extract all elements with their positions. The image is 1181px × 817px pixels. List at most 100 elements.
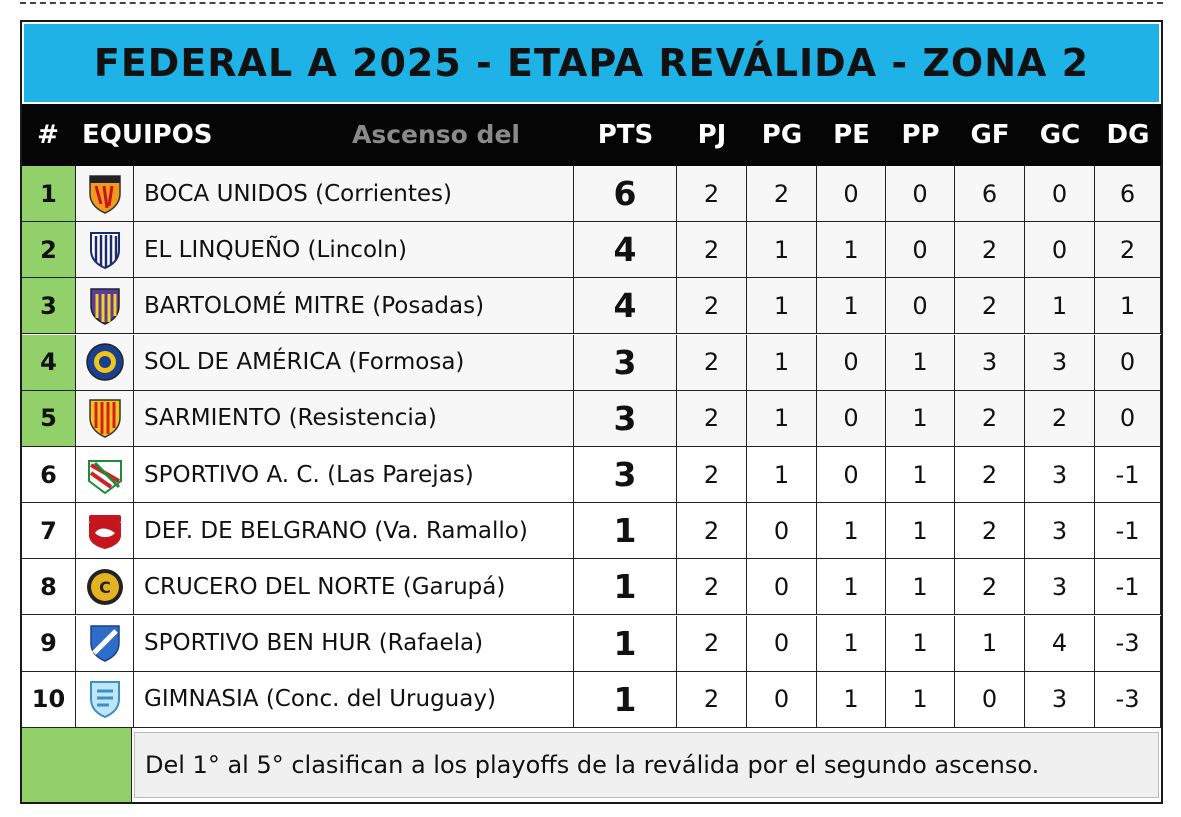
table-row: 1 BOCA UNIDOS (Corrientes) 6 2 2 0 0 6 0 6 — [22, 166, 1161, 222]
cell-pg: 0 — [747, 503, 817, 560]
table-row: 6 SPORTIVO A. C. (Las Parejas) 3 2 1 0 1 2 3 -1 — [22, 447, 1161, 503]
cell-pe: 1 — [817, 222, 886, 279]
top-border — [20, 0, 1163, 4]
cell-pos: 8 — [22, 559, 76, 616]
cell-pe: 1 — [817, 503, 886, 560]
cell-pp: 0 — [886, 278, 955, 335]
table-row: 7 DEF. DE BELGRANO (Va. Ramallo) 1 2 0 1 1 2 3 -1 — [22, 503, 1161, 560]
header-pts: PTS — [597, 120, 654, 150]
table-title: FEDERAL A 2025 - ETAPA REVÁLIDA - ZONA 2 — [24, 24, 1159, 102]
cell-dg: 0 — [1095, 334, 1161, 391]
standings-table: FEDERAL A 2025 - ETAPA REVÁLIDA - ZONA 2… — [20, 20, 1163, 804]
cell-pos: 1 — [22, 166, 76, 222]
legend-text: Del 1° al 5° clasifican a los playoffs d… — [134, 732, 1159, 798]
cell-pe: 1 — [817, 615, 886, 672]
cell-gc: 0 — [1025, 222, 1095, 279]
cell-team: SPORTIVO BEN HUR (Rafaela) — [134, 615, 574, 672]
sol-de-america-crest — [76, 334, 134, 391]
cell-gc: 3 — [1025, 447, 1095, 503]
cell-pos: 7 — [22, 503, 76, 560]
cell-pos: 6 — [22, 447, 76, 503]
cell-pj: 2 — [677, 390, 747, 447]
cell-pts: 4 — [574, 278, 677, 335]
cell-pe: 1 — [817, 559, 886, 616]
cell-gf: 2 — [955, 278, 1025, 335]
cell-pe: 0 — [817, 166, 886, 222]
cell-dg: -3 — [1095, 671, 1161, 728]
cell-pj: 2 — [677, 503, 747, 560]
cell-pp: 1 — [886, 334, 955, 391]
cell-pe: 1 — [817, 278, 886, 335]
header-gf: GF — [970, 120, 1010, 150]
cell-pp: 1 — [886, 671, 955, 728]
cell-gc: 3 — [1025, 559, 1095, 616]
cell-gf: 2 — [955, 390, 1025, 447]
cell-pj: 2 — [677, 334, 747, 391]
cell-dg: -3 — [1095, 615, 1161, 672]
header-team: EQUIPOS — [82, 120, 213, 150]
cell-pos: 5 — [22, 390, 76, 447]
cell-pos: 2 — [22, 222, 76, 279]
cell-pp: 1 — [886, 615, 955, 672]
cell-dg: -1 — [1095, 447, 1161, 503]
cell-team: BARTOLOMÉ MITRE (Posadas) — [134, 278, 574, 335]
cell-pts: 1 — [574, 671, 677, 728]
cell-pp: 1 — [886, 390, 955, 447]
cell-gc: 3 — [1025, 334, 1095, 391]
cell-pos: 10 — [22, 671, 76, 728]
cell-pe: 0 — [817, 334, 886, 391]
cell-dg: 1 — [1095, 278, 1161, 335]
cell-pe: 0 — [817, 390, 886, 447]
cell-pj: 2 — [677, 278, 747, 335]
cell-pos: 9 — [22, 615, 76, 672]
header-pg: PG — [761, 120, 803, 150]
table-row: 5 SARMIENTO (Resistencia) 3 2 1 0 1 2 2 0 — [22, 390, 1161, 447]
cell-gf: 1 — [955, 615, 1025, 672]
cell-pp: 1 — [886, 559, 955, 616]
cell-gf: 2 — [955, 559, 1025, 616]
header-pj: PJ — [697, 120, 727, 150]
cell-pg: 1 — [747, 334, 817, 391]
sportivo-ac-crest — [76, 447, 134, 503]
cell-pts: 3 — [574, 447, 677, 503]
cell-gc: 3 — [1025, 503, 1095, 560]
table-row: 8 C CRUCERO DEL NORTE (Garupá) 1 2 0 1 1 2 3 -1 — [22, 559, 1161, 616]
cell-pj: 2 — [677, 671, 747, 728]
legend: Del 1° al 5° clasifican a los playoffs d… — [22, 728, 1161, 802]
cell-pts: 3 — [574, 334, 677, 391]
cell-team: DEF. DE BELGRANO (Va. Ramallo) — [134, 503, 574, 560]
cell-pg: 2 — [747, 166, 817, 222]
cell-team: SPORTIVO A. C. (Las Parejas) — [134, 447, 574, 503]
cell-dg: -1 — [1095, 559, 1161, 616]
cell-dg: 2 — [1095, 222, 1161, 279]
def-belgrano-crest — [76, 503, 134, 560]
cell-gf: 2 — [955, 503, 1025, 560]
cell-pts: 3 — [574, 390, 677, 447]
boca-unidos-crest — [76, 166, 134, 222]
cell-gc: 4 — [1025, 615, 1095, 672]
table-row: 9 SPORTIVO BEN HUR (Rafaela) 1 2 0 1 1 1 4 -3 — [22, 615, 1161, 672]
cell-pts: 6 — [574, 166, 677, 222]
legend-swatch — [22, 728, 132, 802]
cell-pp: 0 — [886, 166, 955, 222]
cell-pg: 0 — [747, 559, 817, 616]
cell-pg: 0 — [747, 671, 817, 728]
bartolome-mitre-crest — [76, 278, 134, 335]
table-row: 10 GIMNASIA (Conc. del Uruguay) 1 2 0 1 1 0 3 -3 — [22, 671, 1161, 728]
el-linqueno-crest — [76, 222, 134, 279]
cell-pts: 1 — [574, 615, 677, 672]
header-tag: Ascenso del Interior — [352, 120, 520, 211]
cell-pe: 1 — [817, 671, 886, 728]
cell-gc: 3 — [1025, 671, 1095, 728]
header-gc: GC — [1039, 120, 1081, 150]
table-row: 3 BARTOLOMÉ MITRE (Posadas) 4 2 1 1 0 2 1 1 — [22, 278, 1161, 335]
cell-pp: 0 — [886, 222, 955, 279]
cell-dg: 0 — [1095, 390, 1161, 447]
table-row: 4 SOL DE AMÉRICA (Formosa) 3 2 1 0 1 3 3 0 — [22, 334, 1161, 391]
cell-pj: 2 — [677, 447, 747, 503]
cell-team: EL LINQUEÑO (Lincoln) — [134, 222, 574, 279]
cell-pg: 1 — [747, 278, 817, 335]
cell-pg: 1 — [747, 222, 817, 279]
table-row: 2 EL LINQUEÑO (Lincoln) 4 2 1 1 0 2 0 2 — [22, 222, 1161, 279]
cell-team: GIMNASIA (Conc. del Uruguay) — [134, 671, 574, 728]
